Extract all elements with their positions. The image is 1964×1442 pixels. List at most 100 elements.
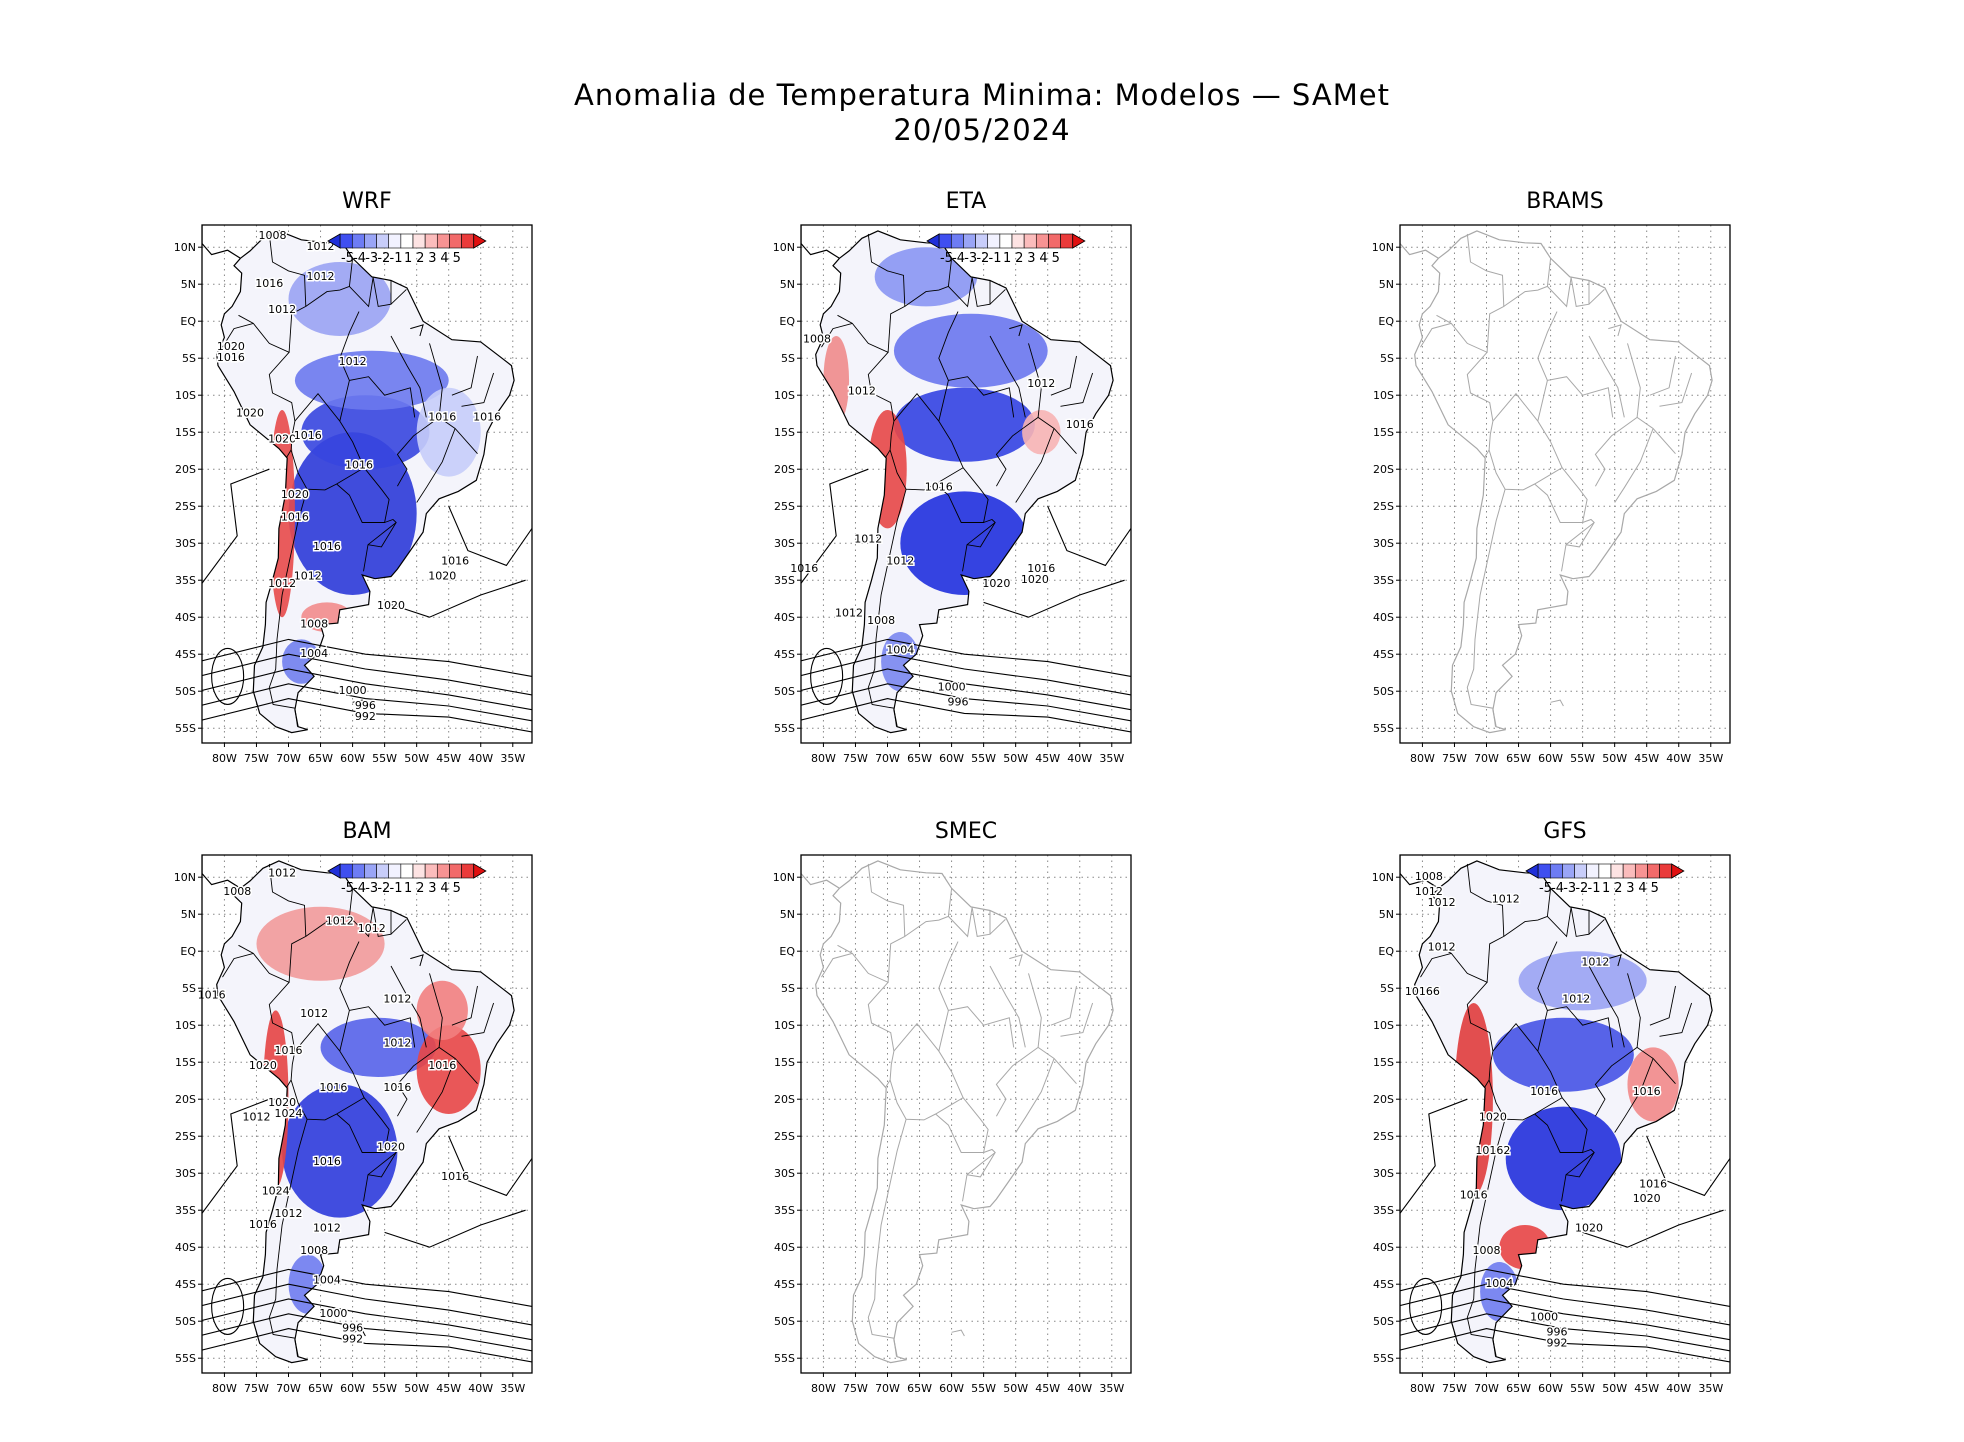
isobar-label: 1012 bbox=[268, 867, 296, 880]
isobar bbox=[202, 1313, 532, 1352]
isobar-label: 1016 bbox=[441, 555, 469, 568]
country-border bbox=[1503, 258, 1552, 307]
lon-label: 40W bbox=[1067, 1382, 1092, 1395]
isobar-label: 1012 bbox=[1415, 885, 1443, 898]
lat-label: EQ bbox=[1378, 945, 1394, 958]
isobar bbox=[983, 579, 1125, 618]
country-border bbox=[372, 907, 392, 937]
lat-label: 10S bbox=[1373, 389, 1394, 402]
lon-label: 35W bbox=[500, 752, 525, 765]
isobar-label: 1016 bbox=[313, 540, 341, 553]
country-border bbox=[889, 392, 964, 491]
colorbar-swatch bbox=[975, 233, 989, 249]
country-border bbox=[1420, 322, 1452, 348]
colorbar: -5 -4 -3 -2 -1 1 2 3 4 5 bbox=[926, 233, 1086, 266]
country-border bbox=[1488, 392, 1563, 491]
isobar-label: 1020 bbox=[1575, 1222, 1603, 1235]
lat-label: 15S bbox=[1373, 426, 1394, 439]
panel-title: SMEC bbox=[934, 819, 998, 844]
country-border bbox=[1649, 985, 1676, 1026]
island-falklands bbox=[352, 1329, 366, 1337]
colorbar-swatch bbox=[424, 233, 438, 249]
isobar bbox=[1646, 1135, 1730, 1197]
isobar-label: 1016 bbox=[383, 1081, 411, 1094]
lon-label: 45W bbox=[1634, 1382, 1659, 1395]
isobar bbox=[1400, 1098, 1468, 1215]
lat-label: 5S bbox=[182, 352, 196, 365]
isobar-label: 1016 bbox=[1639, 1177, 1667, 1190]
isobar-label: 1020 bbox=[268, 1096, 296, 1109]
isobar-label: 1020 bbox=[377, 1140, 405, 1153]
isobar-label: 1008 bbox=[300, 618, 328, 631]
lat-label: 40S bbox=[774, 611, 795, 624]
colorbar-label: -3 bbox=[1563, 881, 1576, 896]
coastline bbox=[216, 860, 515, 1364]
country-border bbox=[935, 467, 989, 523]
colorbar-label: 4 bbox=[440, 251, 448, 266]
country-border bbox=[1537, 311, 1558, 381]
isobar-label: 1012 bbox=[1428, 941, 1456, 954]
isobar-label: 1016 bbox=[217, 351, 245, 364]
isobar-label: 1008 bbox=[1415, 870, 1443, 883]
country-border bbox=[1420, 952, 1452, 978]
lon-label: 75W bbox=[843, 752, 868, 765]
country-border bbox=[867, 352, 895, 458]
lat-label: 15S bbox=[774, 426, 795, 439]
lat-label: 20S bbox=[1373, 1093, 1394, 1106]
lon-label: 75W bbox=[1442, 752, 1467, 765]
coastline bbox=[1414, 230, 1713, 734]
colorbar-swatch bbox=[1586, 863, 1600, 879]
colorbar-label: 1 bbox=[1602, 881, 1610, 896]
coastline-central-america bbox=[202, 225, 241, 259]
colorbar-swatch bbox=[351, 863, 365, 879]
anomaly-blob bbox=[320, 1017, 436, 1077]
country-border bbox=[1466, 1119, 1506, 1357]
colorbar-label: 1 bbox=[1003, 251, 1011, 266]
lon-label: 50W bbox=[1003, 1382, 1028, 1395]
colorbar-label: 2 bbox=[1015, 251, 1023, 266]
isobar bbox=[202, 468, 270, 585]
isobar-label: 1004 bbox=[1485, 1277, 1513, 1290]
lon-label: 70W bbox=[875, 752, 900, 765]
isobar-label: 1020 bbox=[1021, 573, 1049, 586]
isobar-label: 1016 bbox=[1066, 418, 1094, 431]
colorbar-swatch bbox=[938, 233, 952, 249]
country-border bbox=[222, 952, 254, 978]
colorbar-swatch bbox=[1035, 233, 1049, 249]
country-border bbox=[1570, 907, 1590, 937]
anomaly-blob bbox=[416, 1025, 481, 1114]
country-border bbox=[948, 907, 973, 938]
lon-label: 65W bbox=[1506, 1382, 1531, 1395]
country-border bbox=[305, 888, 354, 937]
lon-label: 65W bbox=[907, 752, 932, 765]
colorbar-label: -5 bbox=[940, 251, 953, 266]
colorbar-swatch bbox=[339, 863, 353, 879]
colorbar-swatch bbox=[436, 233, 450, 249]
country-border bbox=[1436, 863, 1505, 983]
isobar-label: 1012 bbox=[383, 992, 411, 1005]
isobar bbox=[202, 1098, 270, 1215]
colorbar-label: 2 bbox=[1614, 881, 1622, 896]
colorbar-label: -2 bbox=[976, 251, 989, 266]
colorbar-swatch bbox=[1634, 863, 1648, 879]
isobar-label: 1020 bbox=[1479, 1111, 1507, 1124]
lon-label: 60W bbox=[1538, 1382, 1563, 1395]
colorbar-label: -2 bbox=[1575, 881, 1588, 896]
colorbar-swatch bbox=[1549, 863, 1563, 879]
anomaly-blob bbox=[893, 387, 1035, 462]
country-border bbox=[867, 981, 895, 1088]
lat-label: 20S bbox=[1373, 463, 1394, 476]
country-border bbox=[904, 888, 953, 937]
isobar-label: 1016 bbox=[1027, 562, 1055, 575]
lon-label: 40W bbox=[468, 1382, 493, 1395]
coastline bbox=[815, 860, 1114, 1364]
lat-label: 5S bbox=[182, 982, 196, 995]
lon-label: 70W bbox=[1474, 1382, 1499, 1395]
anomaly-blob bbox=[416, 980, 468, 1040]
lon-label: 70W bbox=[276, 1382, 301, 1395]
isobar-label: 1020 bbox=[982, 577, 1010, 590]
isobar-label: 996 bbox=[1546, 1325, 1567, 1338]
colorbar-label: 5 bbox=[1052, 251, 1060, 266]
country-border bbox=[995, 973, 1042, 1117]
isobar-label: 1020 bbox=[268, 433, 296, 446]
